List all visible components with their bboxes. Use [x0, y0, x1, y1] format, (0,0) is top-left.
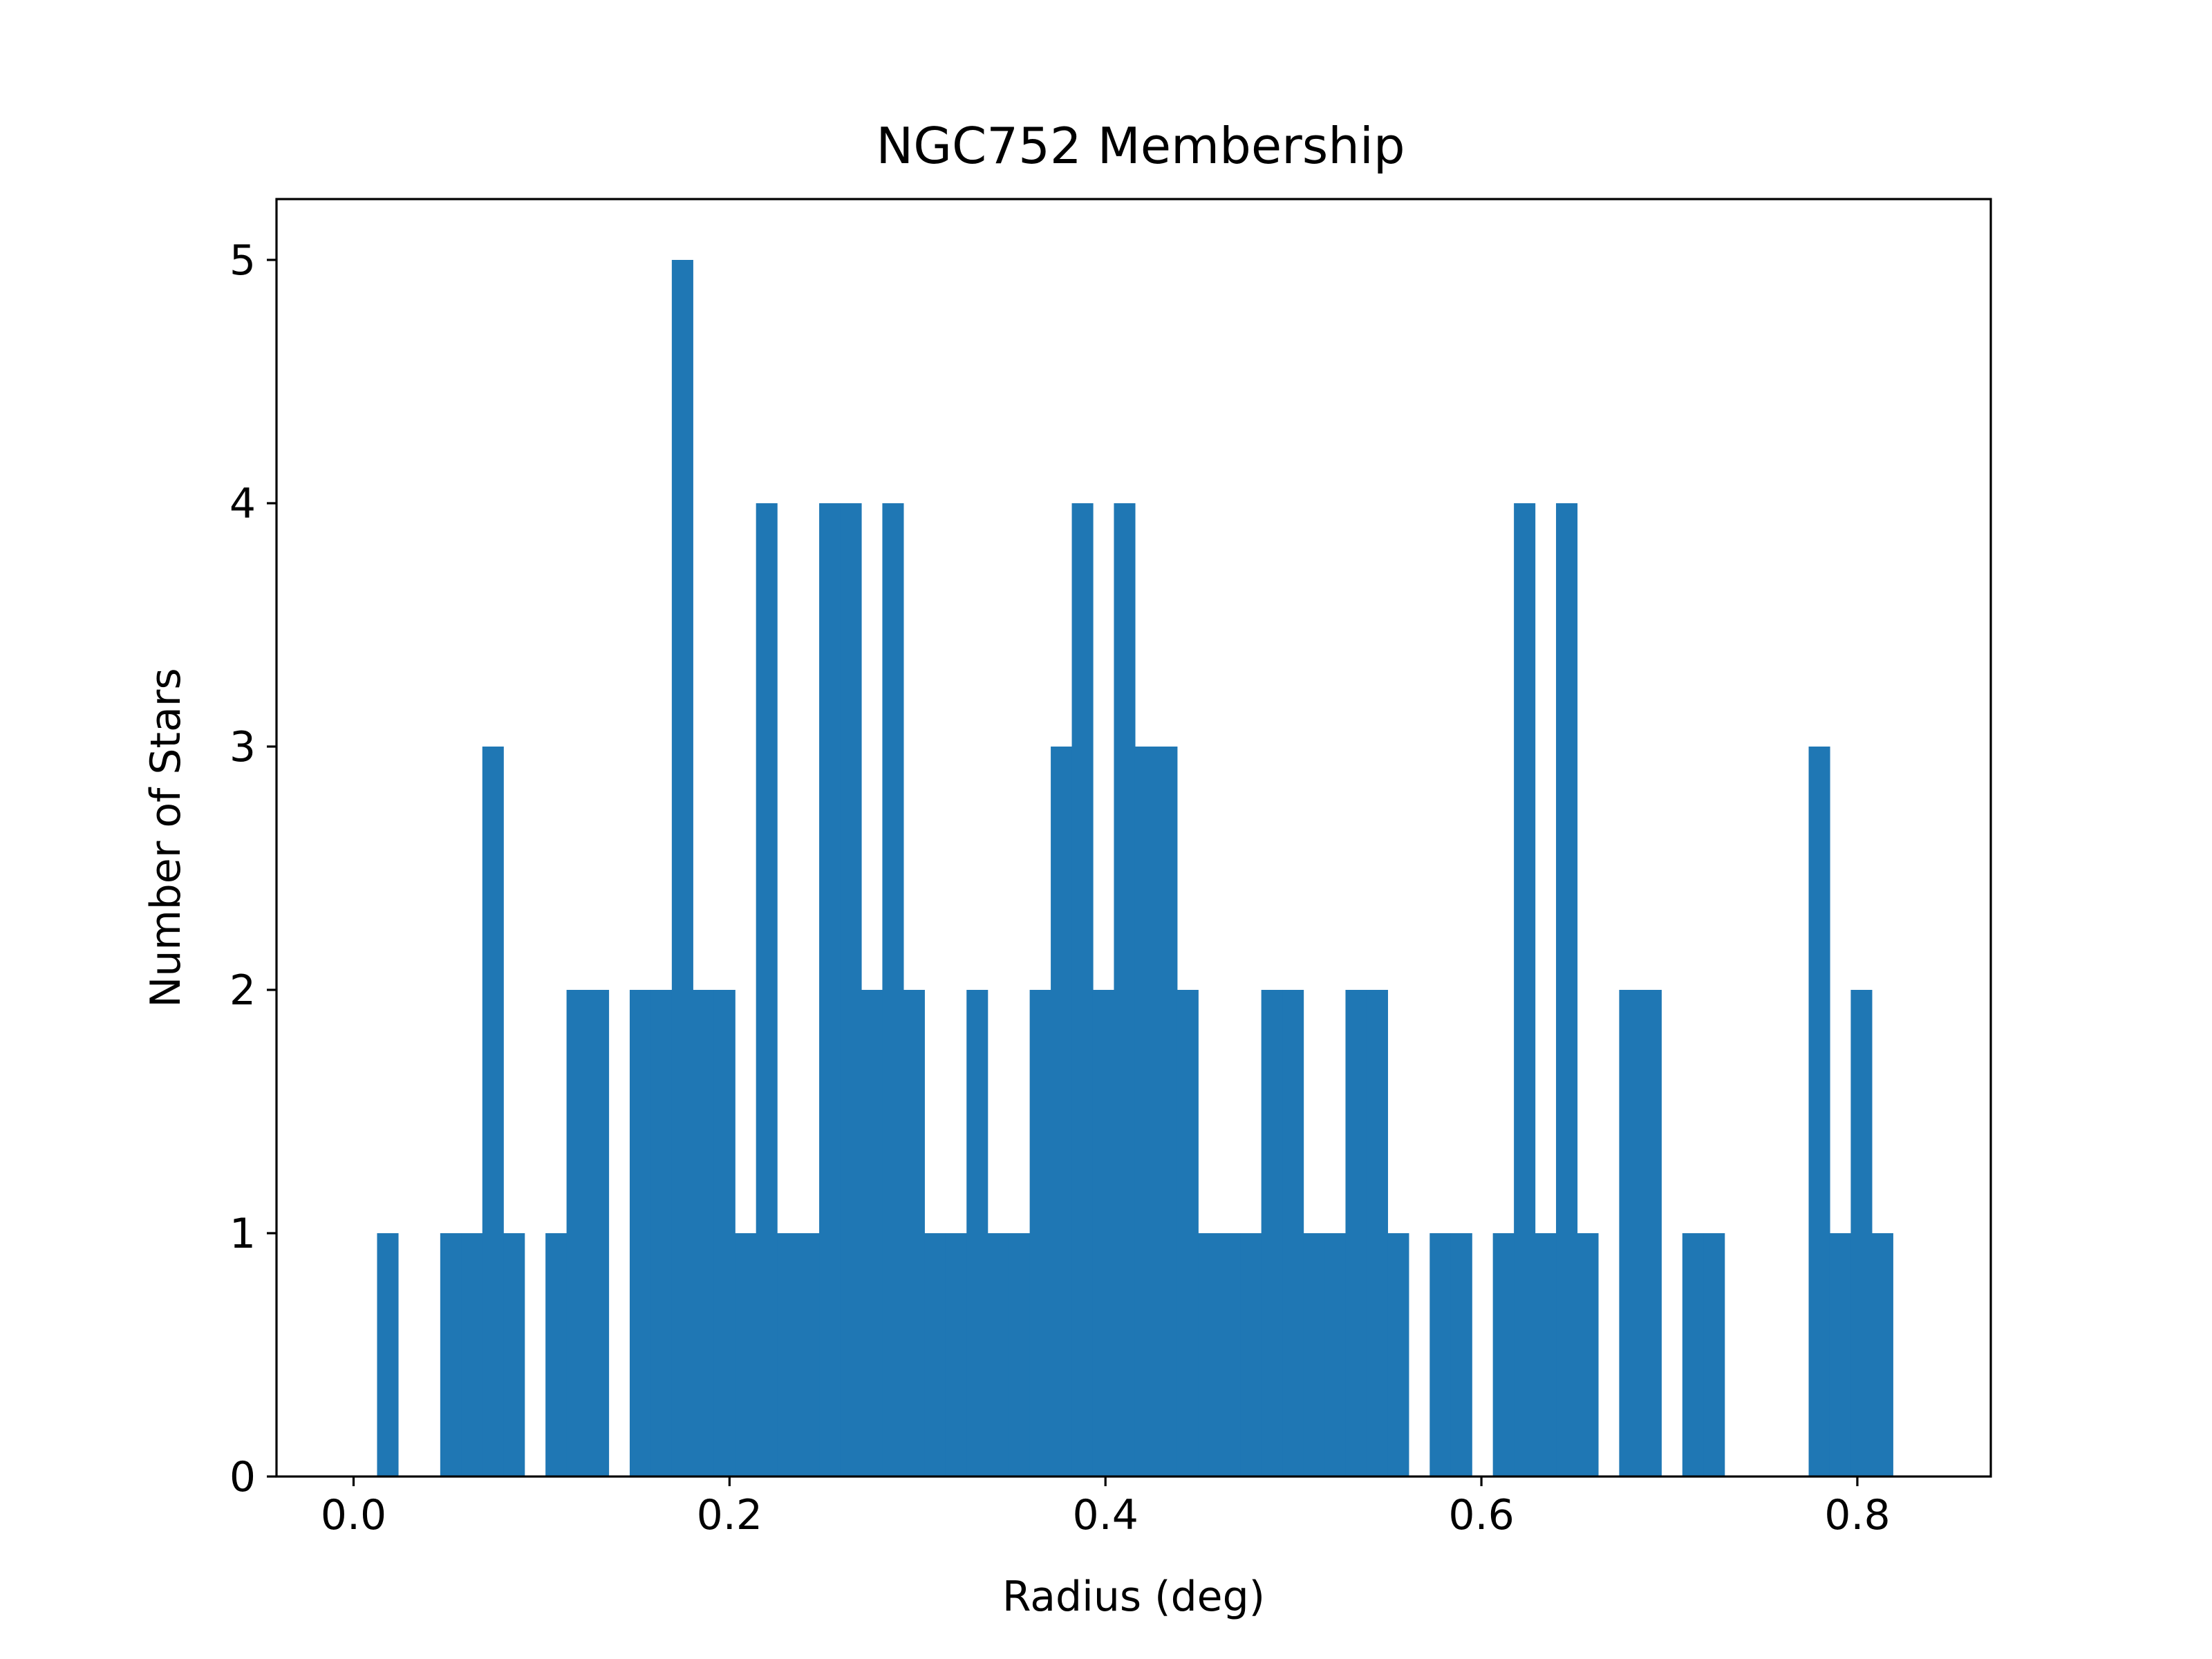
- histogram-bar: [1324, 1233, 1347, 1477]
- histogram-bar: [1535, 1233, 1557, 1477]
- histogram-bar: [1198, 1233, 1220, 1477]
- histogram-bar: [1619, 990, 1641, 1477]
- histogram-bar: [861, 990, 883, 1477]
- histogram-bar: [1219, 1233, 1241, 1477]
- histogram-bar: [440, 1233, 462, 1477]
- histogram-bar: [588, 990, 610, 1477]
- y-axis-label: Number of Stars: [142, 668, 190, 1007]
- histogram-bar: [1240, 1233, 1262, 1477]
- histogram-bar: [1051, 747, 1073, 1477]
- plot-frame: [275, 198, 1992, 1478]
- histogram-bar: [819, 503, 841, 1477]
- histogram-bar: [1134, 747, 1156, 1477]
- chart-title: NGC752 Membership: [876, 117, 1405, 175]
- histogram-bar: [798, 1233, 820, 1477]
- histogram-bar: [713, 990, 735, 1477]
- histogram-bar: [1029, 990, 1051, 1477]
- histogram-bar: [1009, 1233, 1031, 1477]
- histogram-bar: [840, 503, 862, 1477]
- x-axis-label: Radius (deg): [1002, 1573, 1265, 1621]
- histogram-bar: [945, 1233, 967, 1477]
- histogram-bar: [461, 1233, 483, 1477]
- plot-area: [275, 198, 1992, 1478]
- histogram-bar: [377, 1233, 399, 1477]
- histogram-bar: [987, 1233, 1009, 1477]
- histogram-bar: [1114, 503, 1136, 1477]
- histogram-bar: [671, 260, 693, 1477]
- histogram-bar: [924, 1233, 946, 1477]
- histogram-bar: [629, 990, 652, 1477]
- histogram-bar: [777, 1233, 799, 1477]
- histogram-bar: [545, 1233, 568, 1477]
- histogram-bar: [1808, 747, 1830, 1477]
- y-tick-label: 5: [229, 236, 256, 285]
- histogram-bar: [693, 990, 715, 1477]
- histogram-bar: [482, 747, 504, 1477]
- x-tick-label: 0.8: [1824, 1491, 1890, 1539]
- histogram-bar: [1556, 503, 1578, 1477]
- x-axis: 0.0 0.2 0.4 0.6 0.8: [321, 1477, 1891, 1539]
- histogram-bar: [1577, 1233, 1599, 1477]
- histogram-bar: [1640, 990, 1662, 1477]
- histogram-bar: [650, 990, 673, 1477]
- histogram-bar: [566, 990, 588, 1477]
- y-tick-label: 3: [229, 723, 256, 771]
- y-axis: 0 1 2 3 4 5: [229, 236, 276, 1501]
- histogram-bar: [1514, 503, 1536, 1477]
- histogram-bar: [1450, 1233, 1472, 1477]
- histogram-bar: [1492, 1233, 1515, 1477]
- histogram-bar: [1387, 1233, 1409, 1477]
- x-tick-label: 0.2: [697, 1491, 762, 1539]
- histogram-bar: [1071, 503, 1094, 1477]
- histogram-bar: [1850, 990, 1873, 1477]
- y-tick-label: 2: [229, 966, 256, 1015]
- histogram-bars: [377, 260, 1893, 1477]
- histogram-bar: [1366, 990, 1388, 1477]
- y-tick-label: 4: [229, 480, 256, 528]
- y-tick-label: 0: [229, 1453, 256, 1501]
- histogram-bar: [1303, 1233, 1325, 1477]
- histogram-bar: [735, 1233, 757, 1477]
- y-tick-label: 1: [229, 1210, 256, 1258]
- x-tick-label: 0.4: [1072, 1491, 1138, 1539]
- histogram-bar: [756, 503, 778, 1477]
- histogram-bar: [1345, 990, 1367, 1477]
- histogram-bar: [1177, 990, 1199, 1477]
- histogram-bar: [966, 990, 988, 1477]
- histogram-bar: [903, 990, 925, 1477]
- histogram-bar: [1871, 1233, 1893, 1477]
- histogram-bar: [882, 503, 904, 1477]
- histogram-bar: [1430, 1233, 1452, 1477]
- histogram-bar: [1261, 990, 1283, 1477]
- histogram-bar: [1156, 747, 1178, 1477]
- histogram-bar: [503, 1233, 525, 1477]
- histogram-bar: [1682, 1233, 1704, 1477]
- histogram-bar: [1703, 1233, 1725, 1477]
- x-tick-label: 0.0: [321, 1491, 386, 1539]
- x-tick-label: 0.6: [1448, 1491, 1514, 1539]
- histogram-bar: [1092, 990, 1115, 1477]
- histogram-bar: [1829, 1233, 1852, 1477]
- histogram-bar: [1282, 990, 1304, 1477]
